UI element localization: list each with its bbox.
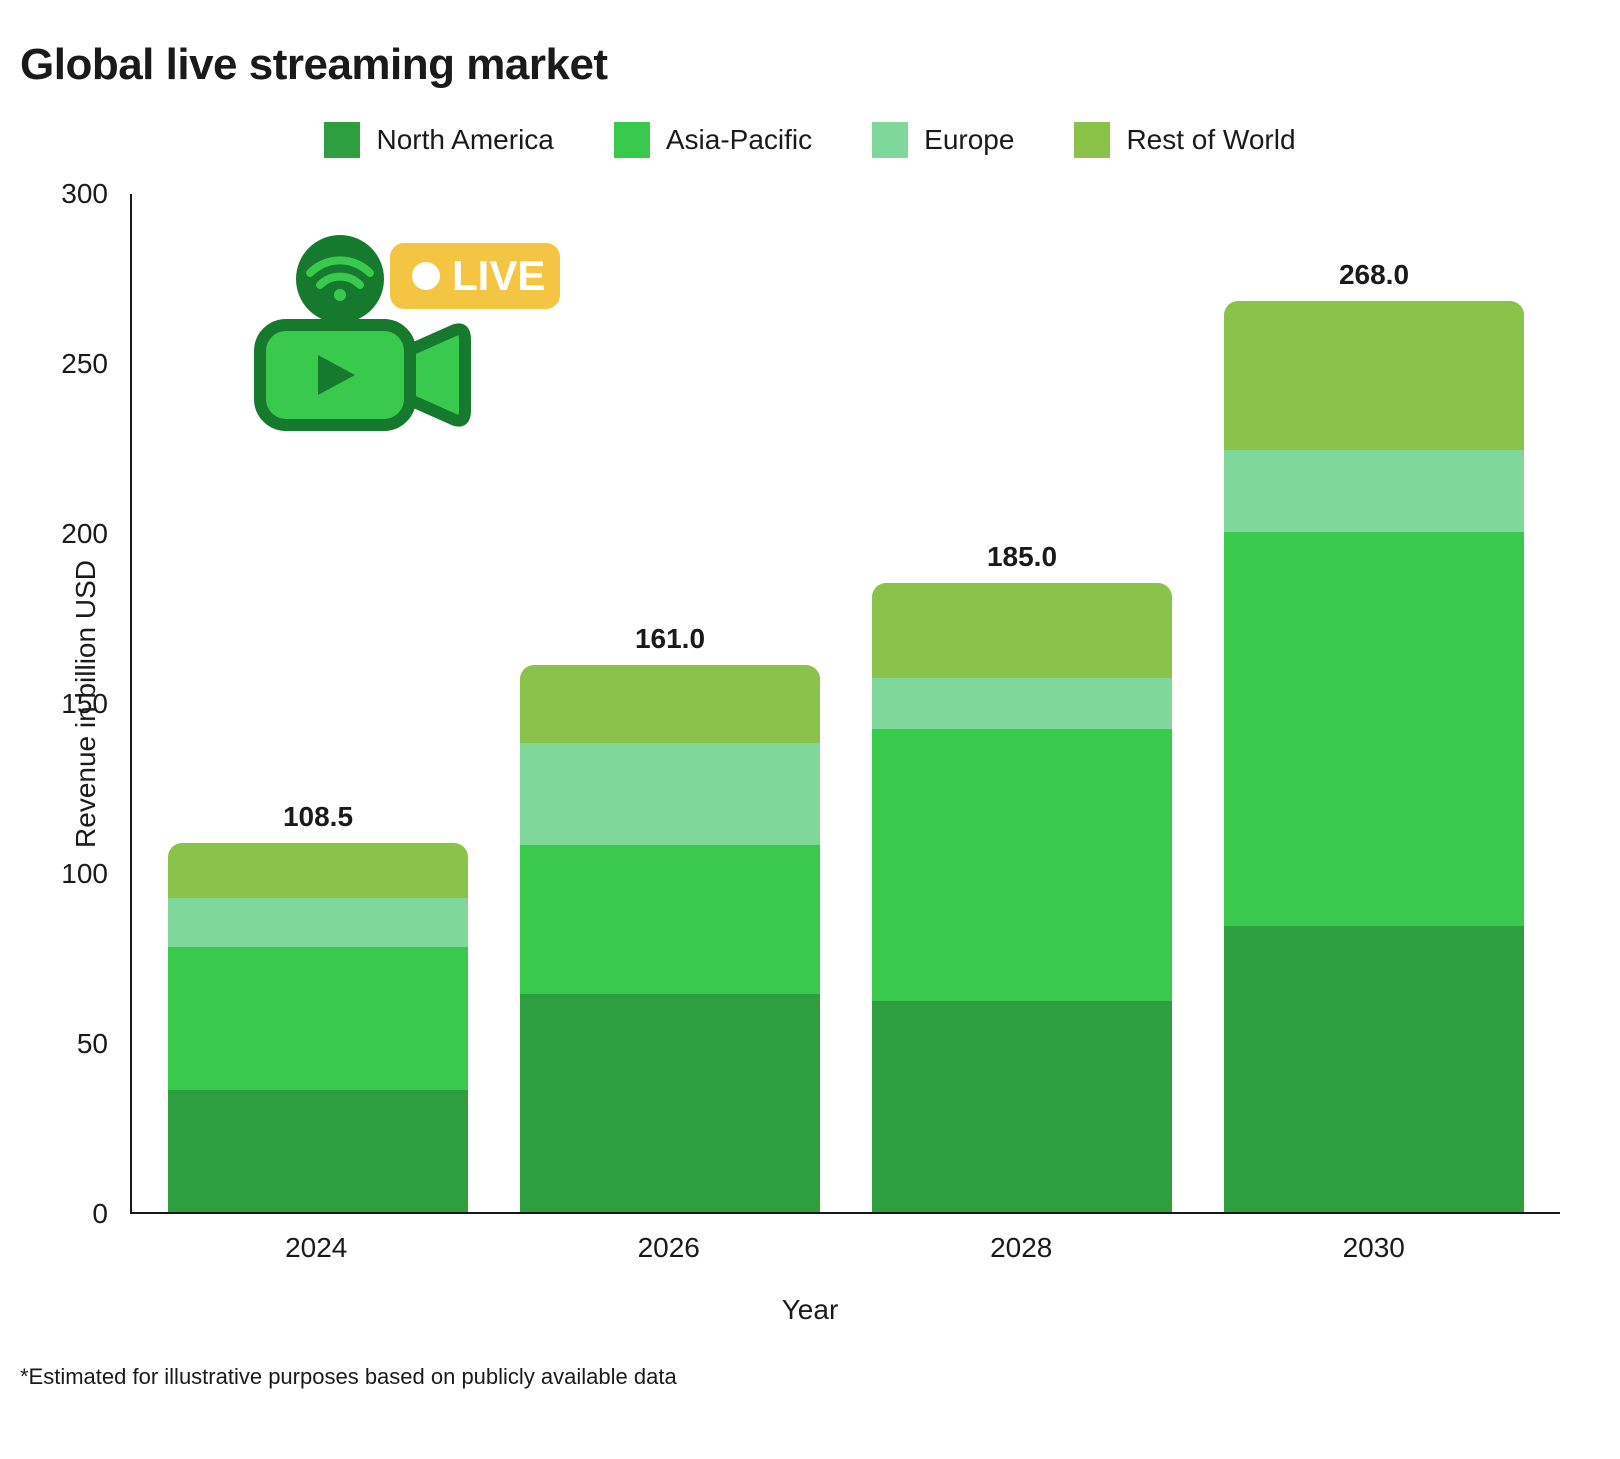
legend-swatch bbox=[324, 122, 360, 158]
y-tick: 0 bbox=[18, 1198, 108, 1230]
bar-segment-north-america bbox=[872, 1001, 1172, 1212]
bar-segment-asia-pacific bbox=[872, 729, 1172, 1001]
y-tick: 100 bbox=[18, 858, 108, 890]
y-tick: 50 bbox=[18, 1028, 108, 1060]
legend-item: Europe bbox=[872, 122, 1014, 158]
bar-segment-north-america bbox=[520, 994, 820, 1212]
bar-stack bbox=[520, 665, 820, 1212]
bar-stack bbox=[872, 583, 1172, 1212]
bar-segment-asia-pacific bbox=[1224, 532, 1524, 926]
y-tick: 200 bbox=[18, 518, 108, 550]
chart-title: Global live streaming market bbox=[20, 40, 1600, 90]
bar-column: 268.0 bbox=[1224, 259, 1524, 1212]
bar-segment-north-america bbox=[1224, 926, 1524, 1212]
legend-swatch bbox=[614, 122, 650, 158]
y-tick: 150 bbox=[18, 688, 108, 720]
bar-total-label: 268.0 bbox=[1339, 259, 1409, 291]
bar-total-label: 185.0 bbox=[987, 541, 1057, 573]
bar-segment-rest-of-world bbox=[1224, 301, 1524, 451]
x-axis-labels: 2024 2026 2028 2030 bbox=[130, 1232, 1560, 1264]
chart-legend: North America Asia-Pacific Europe Rest of W… bbox=[20, 122, 1600, 158]
legend-label: Europe bbox=[924, 124, 1014, 156]
x-tick-label: 2030 bbox=[1224, 1232, 1524, 1264]
bar-segment-rest-of-world bbox=[168, 843, 468, 897]
x-axis-title: Year bbox=[20, 1294, 1600, 1326]
bar-column: 161.0 bbox=[520, 623, 820, 1212]
bar-stack bbox=[1224, 301, 1524, 1212]
x-tick-label: 2028 bbox=[871, 1232, 1171, 1264]
legend-swatch bbox=[1074, 122, 1110, 158]
live-badge-text: LIVE bbox=[452, 252, 545, 299]
legend-item: Asia-Pacific bbox=[614, 122, 812, 158]
bar-segment-europe bbox=[520, 743, 820, 845]
live-camera-decoration: LIVE bbox=[240, 235, 570, 440]
bar-segment-europe bbox=[872, 678, 1172, 729]
bar-segment-asia-pacific bbox=[520, 845, 820, 995]
legend-item: North America bbox=[324, 122, 553, 158]
legend-label: Asia-Pacific bbox=[666, 124, 812, 156]
bar-segment-rest-of-world bbox=[872, 583, 1172, 678]
legend-label: Rest of World bbox=[1126, 124, 1295, 156]
y-tick: 300 bbox=[18, 178, 108, 210]
bar-segment-north-america bbox=[168, 1090, 468, 1212]
bar-segment-europe bbox=[1224, 450, 1524, 532]
bar-stack bbox=[168, 843, 468, 1212]
chart-container: Global live streaming market North Ameri… bbox=[20, 40, 1600, 1390]
y-tick: 250 bbox=[18, 348, 108, 380]
bar-column: 108.5 bbox=[168, 801, 468, 1212]
bar-total-label: 161.0 bbox=[635, 623, 705, 655]
bar-segment-rest-of-world bbox=[520, 665, 820, 743]
x-tick-label: 2026 bbox=[519, 1232, 819, 1264]
chart-footnote: *Estimated for illustrative purposes bas… bbox=[20, 1364, 1600, 1390]
legend-item: Rest of World bbox=[1074, 122, 1295, 158]
y-axis: 050100150200250300 bbox=[22, 194, 122, 1214]
legend-swatch bbox=[872, 122, 908, 158]
live-camera-icon: LIVE bbox=[240, 235, 570, 435]
bar-column: 185.0 bbox=[872, 541, 1172, 1212]
bar-segment-europe bbox=[168, 898, 468, 947]
bar-segment-asia-pacific bbox=[168, 947, 468, 1090]
x-tick-label: 2024 bbox=[166, 1232, 466, 1264]
legend-label: North America bbox=[376, 124, 553, 156]
bar-total-label: 108.5 bbox=[283, 801, 353, 833]
